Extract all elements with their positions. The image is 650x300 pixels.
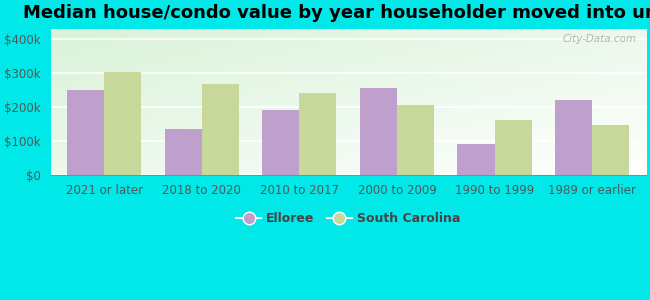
Bar	[300, 93, 337, 175]
Bar	[263, 110, 300, 175]
Bar	[164, 129, 202, 175]
Text: City-Data.com: City-Data.com	[563, 34, 637, 44]
Bar	[397, 104, 434, 175]
Bar	[360, 88, 397, 175]
Title: Median house/condo value by year householder moved into unit: Median house/condo value by year househo…	[23, 4, 650, 22]
Bar	[555, 100, 592, 175]
Bar	[104, 72, 141, 175]
Bar	[202, 84, 239, 175]
Bar	[458, 143, 495, 175]
Bar	[67, 90, 104, 175]
Bar	[495, 120, 532, 175]
Legend: Elloree, South Carolina: Elloree, South Carolina	[231, 207, 465, 230]
Bar	[592, 125, 629, 175]
